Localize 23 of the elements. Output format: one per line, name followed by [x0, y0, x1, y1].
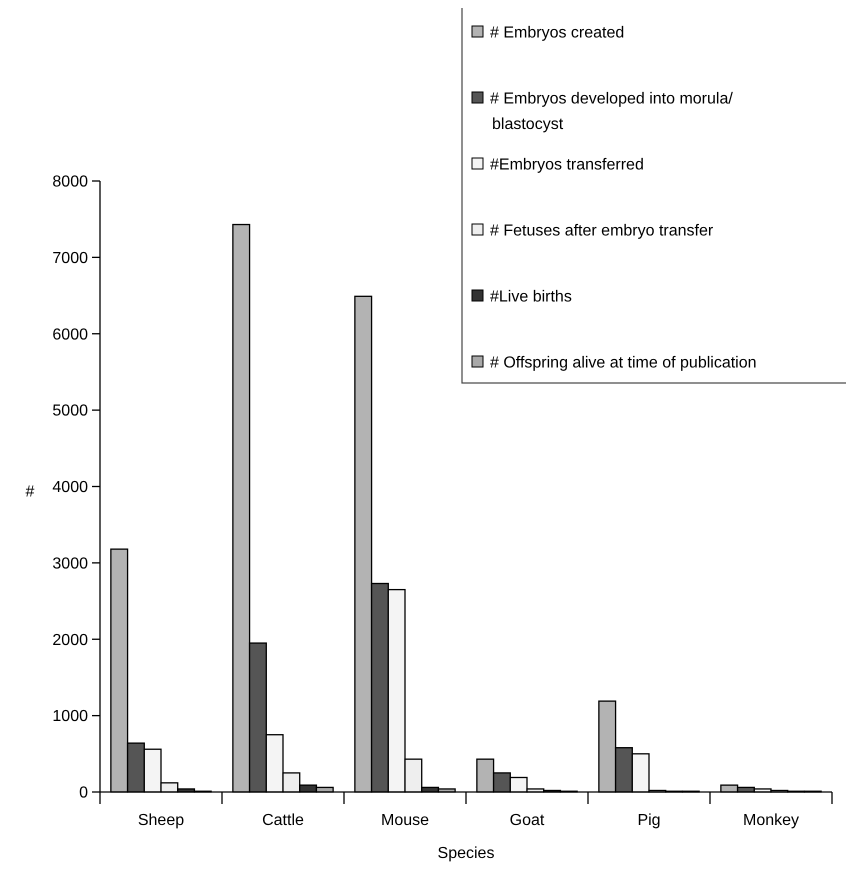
- x-axis-title: Species: [438, 845, 494, 862]
- legend-label: #Embryos transferred: [490, 156, 644, 174]
- y-tick-label: 3000: [52, 555, 88, 572]
- x-tick-label: Goat: [510, 812, 545, 829]
- x-tick-label: Mouse: [380, 812, 430, 829]
- legend-label: # Fetuses after embryo transfer: [490, 222, 714, 240]
- y-tick-label: 2000: [52, 632, 88, 649]
- legend-label: #Live births: [490, 288, 572, 306]
- x-tick-label: Pig: [637, 812, 661, 829]
- legend-label: # Offspring alive at time of publication: [490, 354, 757, 372]
- x-tick-label: Cattle: [262, 812, 304, 829]
- x-tick-label: Sheep: [138, 812, 184, 829]
- y-tick-label: 8000: [52, 174, 88, 191]
- legend-label: # Embryos developed into morula/ blastocyst: [490, 90, 734, 134]
- y-tick-label: 5000: [52, 402, 88, 420]
- y-tick-label: 7000: [52, 250, 88, 267]
- y-tick-label: 4000: [52, 479, 88, 496]
- y-tick-label: 1000: [52, 708, 88, 726]
- y-axis-title: #: [26, 484, 35, 500]
- y-tick-label: 0: [79, 784, 88, 802]
- x-tick-label: Monkey: [742, 812, 800, 829]
- legend-label: # Embryos created: [490, 24, 624, 42]
- y-tick-label: 6000: [52, 326, 88, 344]
